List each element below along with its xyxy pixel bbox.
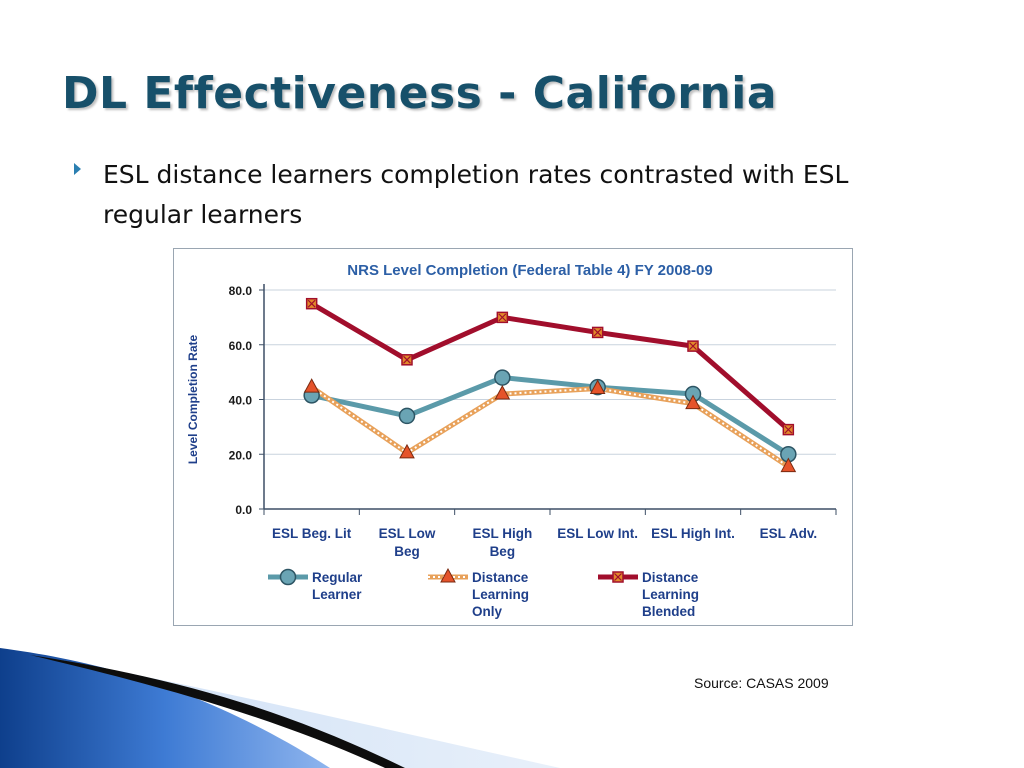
legend-label: Regular xyxy=(312,570,363,585)
y-tick-label: 60.0 xyxy=(229,339,253,353)
legend-marker xyxy=(440,567,456,583)
legend-label: Learner xyxy=(312,587,362,602)
data-point-blended-cross xyxy=(498,313,507,322)
legend-marker xyxy=(279,568,297,586)
x-tick-label: ESL Low xyxy=(379,526,436,541)
x-tick-label: ESL Low Int. xyxy=(557,526,638,541)
y-tick-label: 0.0 xyxy=(235,503,252,517)
legend-label: Only xyxy=(472,604,502,619)
data-point-blended-cross xyxy=(403,355,411,364)
data-point-regular xyxy=(398,407,416,425)
chart-frame: NRS Level Completion (Federal Table 4) F… xyxy=(173,248,853,626)
x-tick-label: ESL High xyxy=(472,526,532,541)
bullet-arrow-icon xyxy=(74,163,81,175)
x-tick-label: Beg xyxy=(394,544,420,559)
data-point-distance-only xyxy=(399,443,415,459)
data-point-blended-cross xyxy=(689,342,697,351)
legend-label: Learning xyxy=(472,587,529,602)
data-point-blended-cross xyxy=(307,299,316,308)
legend-marker-cross xyxy=(614,573,622,581)
legend-label: Distance xyxy=(642,570,699,585)
x-tick-label: Beg xyxy=(490,544,516,559)
y-tick-label: 40.0 xyxy=(229,394,253,408)
legend-label: Learning xyxy=(642,587,699,602)
data-point-distance-only xyxy=(589,379,606,395)
data-point-distance-only xyxy=(303,378,320,393)
x-tick-label: ESL Adv. xyxy=(760,526,818,541)
slide-title: DL Effectiveness - California xyxy=(62,68,778,119)
legend-label: Blended xyxy=(642,604,695,619)
y-tick-label: 20.0 xyxy=(229,448,253,462)
x-tick-label: ESL Beg. Lit xyxy=(272,526,352,541)
x-tick-label: ESL High Int. xyxy=(651,526,735,541)
data-point-distance-only xyxy=(494,384,511,400)
data-point-distance-only xyxy=(780,457,797,473)
series-line-blended xyxy=(310,301,790,432)
data-point-distance-only xyxy=(685,394,701,410)
source-note: Source: CASAS 2009 xyxy=(694,675,829,691)
data-point-blended-cross xyxy=(593,328,602,337)
completion-chart: NRS Level Completion (Federal Table 4) F… xyxy=(186,262,837,619)
legend-label: Distance xyxy=(472,570,529,585)
series-line-regular xyxy=(311,375,790,457)
y-tick-label: 80.0 xyxy=(229,284,253,298)
data-point-regular xyxy=(494,369,511,386)
y-axis-label: Level Completion Rate xyxy=(186,334,200,464)
data-point-blended-cross xyxy=(784,425,793,434)
bullet-text: ESL distance learners completion rates c… xyxy=(103,160,849,229)
series-line-distance-only-pattern xyxy=(311,386,789,468)
chart-title: NRS Level Completion (Federal Table 4) F… xyxy=(347,262,712,279)
